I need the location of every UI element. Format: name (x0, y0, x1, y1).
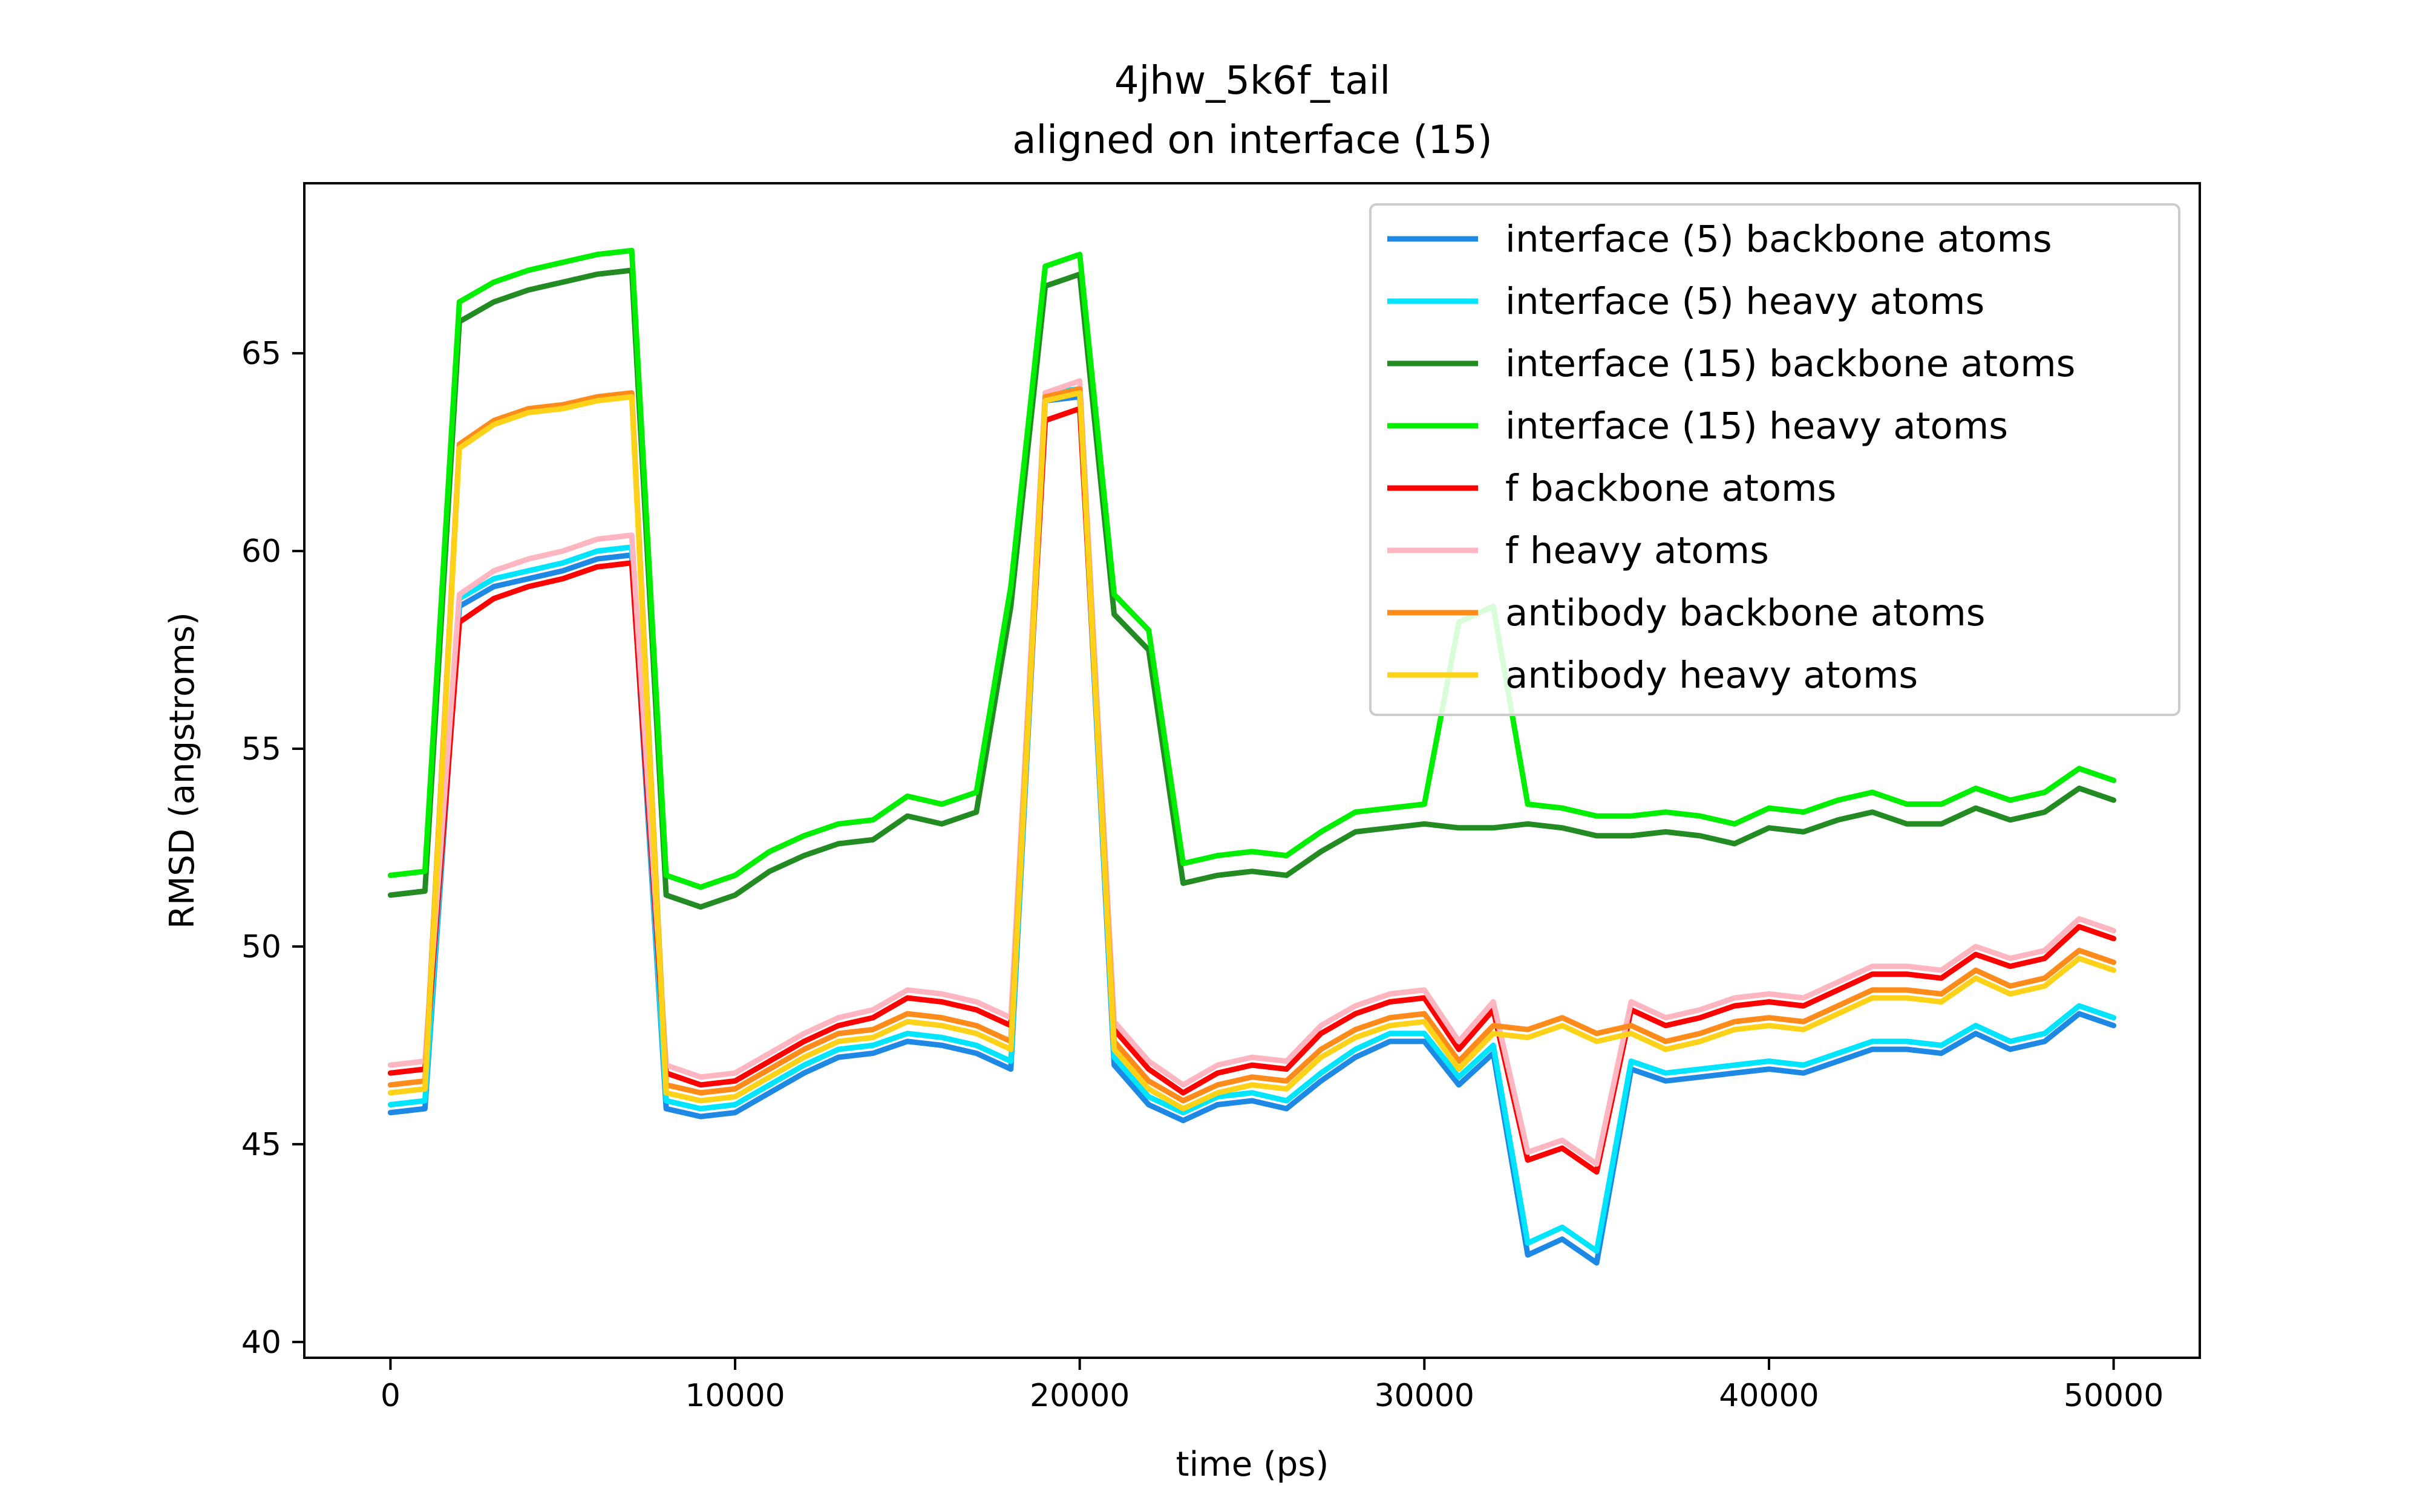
series-line-1 (387, 394, 2117, 1266)
y-axis-ticks: 40 45 50 55 60 65 (241, 336, 304, 1361)
legend-label-2: interface (5) heavy atoms (1505, 280, 1984, 323)
x-axis-ticks: 0 10000 20000 30000 40000 50000 (381, 1358, 2163, 1414)
y-tick-label: 40 (241, 1325, 281, 1361)
chart-title: 4jhw_5k6f_tail (1114, 59, 1390, 103)
legend-label-5: f backbone atoms (1505, 467, 1836, 510)
legend-label-6: f heavy atoms (1505, 529, 1769, 572)
series-line-2 (387, 386, 2117, 1254)
series-line-5 (387, 406, 2117, 1175)
legend-box (1369, 203, 2180, 716)
legend-label-8: antibody heavy atoms (1505, 654, 1918, 697)
legend-label-4: interface (15) heavy atoms (1505, 405, 2008, 448)
legend: interface (5) backbone atoms interface (5… (1369, 203, 2180, 716)
x-tick-label: 20000 (1030, 1378, 1130, 1414)
x-tick-label: 10000 (685, 1378, 785, 1414)
y-axis-label: RMSD (angstroms) (163, 612, 202, 929)
series-line-4 (387, 247, 2117, 890)
chart-subtitle: aligned on interface (15) (1012, 118, 1493, 163)
x-tick-label: 50000 (2064, 1378, 2163, 1414)
series-line-6 (387, 378, 2117, 1167)
x-tick-label: 0 (381, 1378, 401, 1414)
plot-frame (303, 182, 2201, 1359)
y-tick-label: 45 (241, 1127, 281, 1163)
y-tick-label: 55 (241, 731, 281, 767)
legend-label-1: interface (5) backbone atoms (1505, 218, 2052, 261)
x-axis-label: time (ps) (1176, 1445, 1329, 1484)
y-tick-label: 65 (241, 336, 281, 372)
x-tick-label: 30000 (1375, 1378, 1474, 1414)
series-line-7 (387, 386, 2117, 1104)
y-tick-label: 60 (241, 533, 281, 570)
legend-label-7: antibody backbone atoms (1505, 591, 1986, 634)
series-line-3 (387, 267, 2117, 910)
series-line-8 (387, 390, 2117, 1112)
legend-label-3: interface (15) backbone atoms (1505, 342, 2075, 385)
x-tick-label: 40000 (1719, 1378, 1819, 1414)
y-tick-label: 50 (241, 929, 281, 965)
plot-series (387, 247, 2117, 1266)
